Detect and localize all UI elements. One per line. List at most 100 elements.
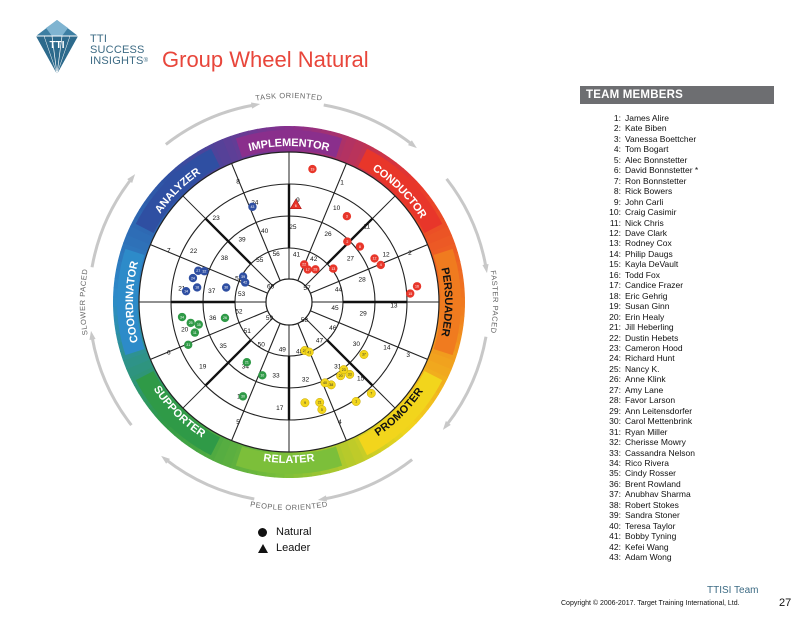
position-number: 46 (329, 325, 337, 332)
sector-divider (204, 217, 252, 265)
team-members-header: TEAM MEMBERS (580, 86, 774, 104)
member-marker-number: 32 (202, 269, 206, 273)
member-marker-number: 4 (380, 263, 382, 267)
position-number: 27 (347, 256, 355, 263)
team-member-item: 7: Ron Bonnstetter (596, 176, 698, 186)
member-marker (359, 350, 369, 359)
team-member-name: Eric Gehrig (625, 290, 668, 301)
outer-arc (323, 103, 414, 146)
sector-band (345, 437, 365, 465)
position-number: 30 (353, 341, 361, 348)
member-marker (190, 328, 200, 337)
team-member-item: 40: Teresa Taylor (596, 521, 698, 531)
member-marker (345, 369, 355, 379)
member-marker (342, 211, 352, 221)
team-member-name: Candice Frazer (625, 280, 684, 291)
position-number: 57 (303, 285, 311, 292)
position-number: 4 (338, 419, 342, 426)
member-marker (177, 312, 187, 322)
position-number: 50 (258, 341, 266, 348)
team-member-name: Anubhav Sharma (625, 489, 691, 500)
member-marker (308, 164, 317, 174)
position-number: 3 (406, 352, 410, 359)
arrow-icon (161, 455, 171, 464)
team-member-number: 33: (609, 447, 621, 458)
team-member-item: 9: John Carli (596, 197, 698, 207)
member-marker-number: 24 (191, 276, 195, 280)
team-member-name: James Alire (625, 113, 669, 123)
member-marker-number: 16 (415, 285, 419, 289)
sector-band (424, 226, 452, 246)
member-marker (238, 392, 248, 401)
team-member-name: Ryan Miller (625, 426, 668, 437)
position-number: 20 (181, 327, 189, 334)
team-member-name: Dustin Hebets (625, 332, 679, 343)
sector-plate (235, 130, 343, 158)
position-number: 31 (334, 363, 342, 370)
member-marker (406, 289, 415, 298)
position-number: 23 (213, 215, 221, 222)
team-member-item: 29: Ann Leitensdorfer (596, 406, 698, 416)
team-member-item: 14: Philip Daugs (596, 249, 698, 259)
team-member-number: 37: (609, 489, 621, 500)
arrow-icon (407, 140, 417, 149)
member-marker (412, 282, 422, 291)
member-marker (188, 273, 198, 283)
team-member-number: 9: (613, 196, 621, 207)
spoke (310, 244, 428, 294)
team-member-number: 10: (609, 207, 621, 218)
team-member-item: 37: Anubhav Sharma (596, 489, 698, 499)
member-marker (299, 260, 309, 269)
member-marker (181, 286, 191, 296)
brand-name: TTI SUCCESS INSIGHTS® (90, 33, 149, 67)
team-member-number: 30: (609, 416, 621, 427)
member-marker (258, 371, 267, 380)
team-member-name: Teresa Taylor (625, 520, 676, 531)
position-number: 2 (408, 250, 412, 257)
arrow-icon (89, 330, 96, 341)
position-number: 17 (276, 405, 284, 412)
member-marker-number: 42 (243, 281, 247, 285)
team-member-item: 28: Favor Larson (596, 395, 698, 405)
position-number: 37 (208, 288, 216, 295)
outer-arc (323, 458, 414, 501)
member-marker (220, 313, 230, 323)
sector-band (212, 437, 232, 465)
footer-team: TTISI Team (707, 585, 759, 596)
outer-arc (164, 458, 255, 501)
member-marker-number: 28 (313, 268, 317, 272)
team-member-number: 18: (609, 290, 621, 301)
member-marker (300, 398, 310, 408)
team-member-item: 20: Erin Healy (596, 312, 698, 322)
team-member-item: 26: Anne Klink (596, 374, 698, 384)
position-number: 48 (296, 349, 304, 356)
arrow-icon (317, 495, 328, 502)
member-marker-number: 26 (223, 316, 227, 320)
position-number: 58 (301, 317, 309, 324)
legend: Natural Leader (258, 524, 311, 556)
position-number: 10 (333, 205, 341, 212)
sector-band (123, 233, 151, 252)
team-member-number: 8: (613, 186, 621, 197)
team-member-item: 41: Bobby Tyning (596, 531, 698, 541)
team-member-item: 10: Craig Casimir (596, 207, 698, 217)
team-member-item: 42: Kefei Wang (596, 542, 698, 552)
sector-divider (204, 339, 252, 387)
leader-marker (289, 198, 302, 210)
team-member-number: 43: (609, 552, 621, 563)
position-number: 5 (236, 419, 240, 426)
triangle-icon (258, 543, 268, 553)
position-number: 12 (382, 251, 390, 258)
member-marker-number: 13 (331, 267, 335, 271)
team-member-item: 21: Jill Heberling (596, 322, 698, 332)
member-marker (186, 318, 195, 328)
team-member-item: 8: Rick Bowers (596, 186, 698, 196)
position-number: 7 (167, 248, 171, 255)
team-member-name: Philip Daugs (625, 248, 673, 259)
position-number: 29 (359, 310, 367, 317)
team-member-name: Rick Bowers (625, 186, 673, 197)
sector-band (220, 440, 239, 468)
team-member-item: 22: Dustin Hebets (596, 333, 698, 343)
member-marker-number: 6 (295, 204, 297, 208)
team-member-number: 35: (609, 468, 621, 479)
